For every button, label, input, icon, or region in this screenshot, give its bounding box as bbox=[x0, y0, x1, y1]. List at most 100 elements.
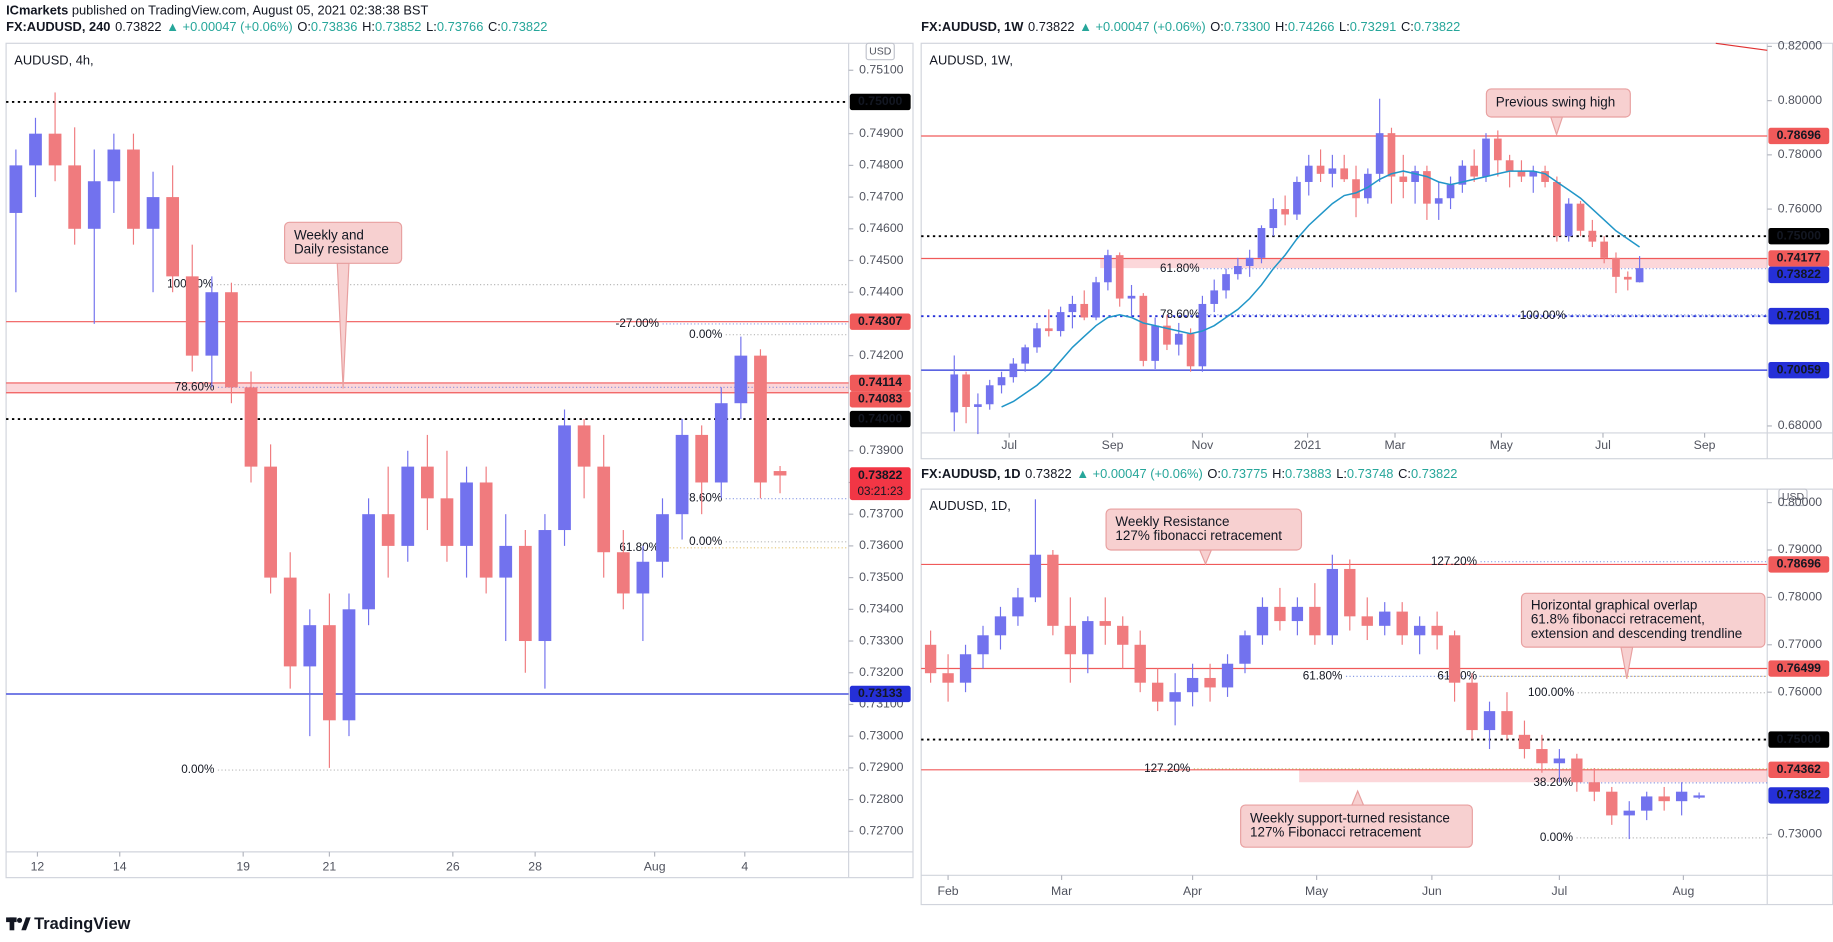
candle-body bbox=[283, 577, 297, 667]
x-tick-label: Mar bbox=[1384, 438, 1405, 452]
candle-body bbox=[401, 466, 415, 546]
candle-body bbox=[1309, 606, 1321, 636]
candle-body bbox=[950, 374, 959, 413]
candle-body bbox=[1466, 682, 1478, 731]
candle-body bbox=[558, 425, 571, 531]
ohlc-value: 0.73836 bbox=[311, 19, 357, 34]
candle-body bbox=[1047, 554, 1059, 626]
price-label-box bbox=[1768, 660, 1830, 677]
price-label: 0.78696 bbox=[1777, 557, 1822, 571]
candle-body bbox=[714, 403, 728, 483]
y-tick-label: 0.73700 bbox=[859, 506, 904, 520]
symbol: FX:AUDUSD, 1W bbox=[921, 19, 1024, 34]
chart-title: AUDUSD, 1W, bbox=[929, 52, 1013, 67]
ohlc-label: H: bbox=[362, 19, 375, 34]
callout-text: 61.8% fibonacci retracement, bbox=[1531, 612, 1705, 627]
candle-body bbox=[695, 434, 709, 483]
candle-body bbox=[1104, 255, 1112, 283]
candle-body bbox=[1505, 160, 1514, 172]
symbol-header: FX:AUDUSD, 240 0.73822 ▲ +0.00047 (+0.06%)… bbox=[6, 19, 547, 34]
panel-frame bbox=[5, 42, 914, 879]
y-tick-label: 0.73400 bbox=[859, 602, 904, 616]
candle-body bbox=[1293, 181, 1301, 215]
ohlc-value: 0.73852 bbox=[375, 19, 421, 34]
x-tick-label: 14 bbox=[113, 859, 127, 873]
candle-body bbox=[1134, 644, 1146, 683]
candle-body bbox=[1029, 554, 1042, 598]
candle-body bbox=[754, 355, 767, 483]
price-label-box bbox=[849, 685, 911, 703]
callout-box bbox=[284, 221, 403, 264]
price-label: 0.75000 bbox=[858, 94, 903, 108]
brand-logo bbox=[6, 917, 31, 931]
y-tick-label: 0.78000 bbox=[1778, 147, 1823, 161]
ohlc-label: O: bbox=[1210, 19, 1224, 34]
x-tick-label: 2021 bbox=[1294, 438, 1321, 452]
candle-body bbox=[577, 425, 591, 467]
ohlc-label: H: bbox=[1272, 467, 1285, 482]
candle-body bbox=[166, 197, 180, 277]
candle-body bbox=[1675, 791, 1688, 802]
y-tick-label: 0.80000 bbox=[1778, 495, 1823, 509]
price-label: 0.74000 bbox=[858, 411, 903, 425]
candle-body bbox=[1536, 749, 1548, 764]
candle-body bbox=[1413, 625, 1426, 636]
candle-body bbox=[773, 471, 787, 476]
candle-body bbox=[997, 377, 1006, 386]
candle-body bbox=[1222, 274, 1230, 291]
x-tick-label: 4 bbox=[741, 859, 748, 873]
callout-box bbox=[1240, 804, 1473, 848]
price-label-box bbox=[849, 374, 911, 392]
candle-body bbox=[460, 482, 473, 546]
currency: USD bbox=[1782, 491, 1805, 503]
zone bbox=[1100, 258, 1768, 269]
candle-body bbox=[1483, 711, 1496, 731]
fib-label: 100.00% bbox=[1520, 309, 1566, 322]
candle-body bbox=[1641, 796, 1653, 811]
candle-body bbox=[1564, 203, 1573, 237]
price-label: 0.74362 bbox=[1777, 762, 1822, 776]
candle-body bbox=[87, 181, 101, 229]
candle-body bbox=[1257, 228, 1266, 258]
candle-body bbox=[1344, 568, 1356, 617]
ohlc-label: L: bbox=[1336, 467, 1347, 482]
candle-body bbox=[1281, 209, 1289, 215]
y-tick-label: 0.74400 bbox=[859, 284, 904, 298]
candle-body bbox=[1482, 138, 1490, 177]
ohlc-value: 0.73822 bbox=[1411, 467, 1457, 482]
y-tick-label: 0.74900 bbox=[859, 126, 904, 140]
candle-body bbox=[1411, 171, 1419, 182]
fib-label: 0.00% bbox=[689, 535, 722, 548]
candle-body bbox=[1352, 179, 1360, 199]
currency: USD bbox=[869, 45, 892, 57]
x-tick-label: 28 bbox=[528, 859, 542, 873]
price-label: 0.73133 bbox=[858, 686, 903, 700]
candle-body bbox=[1174, 333, 1183, 345]
y-tick-label: 0.76000 bbox=[1778, 201, 1823, 215]
price-label: 0.74083 bbox=[858, 392, 903, 406]
candle-body bbox=[1541, 171, 1549, 182]
y-tick-label: 0.74200 bbox=[859, 348, 904, 362]
candle-body bbox=[1269, 209, 1278, 229]
candle-body bbox=[1431, 625, 1443, 636]
candle-body bbox=[185, 276, 199, 356]
price-label-box bbox=[849, 467, 911, 501]
candle-body bbox=[974, 404, 982, 407]
fib-label: 127.20% bbox=[1431, 555, 1477, 568]
candle-body bbox=[499, 545, 513, 578]
last-price: 0.73822 bbox=[1028, 19, 1074, 34]
candle-body bbox=[29, 133, 42, 166]
price-label: 0.78696 bbox=[1777, 128, 1822, 142]
candle-body bbox=[1198, 303, 1207, 367]
callout-box bbox=[1485, 88, 1631, 118]
price-label-box bbox=[1768, 787, 1830, 804]
last-price: 0.73822 bbox=[115, 19, 161, 34]
x-tick-label: Mar bbox=[1051, 884, 1072, 898]
candle-body bbox=[1396, 611, 1408, 636]
y-tick-label: 0.74500 bbox=[859, 253, 904, 267]
candle-body bbox=[616, 552, 630, 594]
x-tick-label: Sep bbox=[1694, 438, 1716, 452]
y-tick-label: 0.75100 bbox=[859, 63, 904, 77]
price-label-box bbox=[849, 313, 911, 330]
